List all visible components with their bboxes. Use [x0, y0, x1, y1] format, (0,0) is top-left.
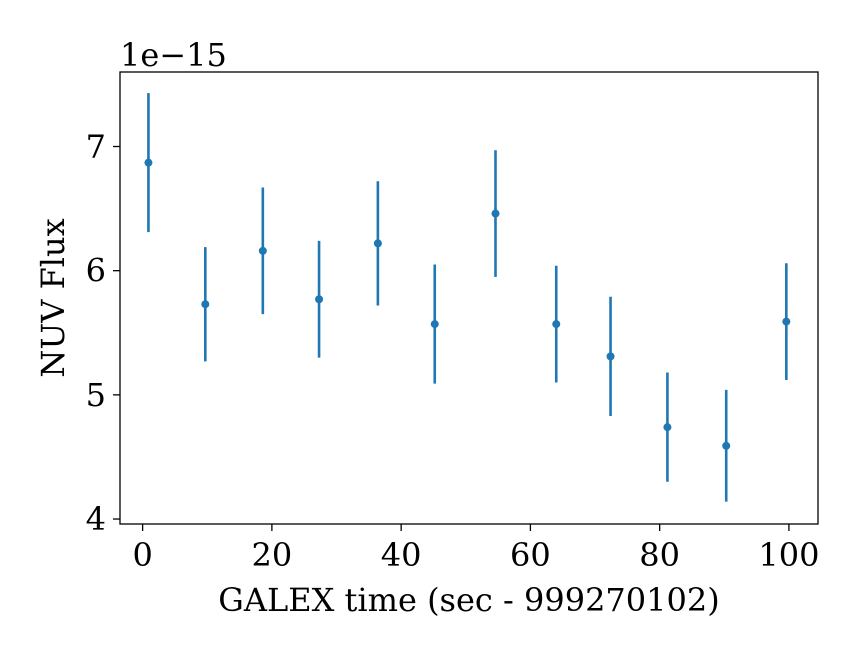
x-tick-label: 60 — [510, 536, 551, 574]
data-point-6 — [430, 264, 439, 384]
x-tick-label: 100 — [758, 536, 819, 574]
data-point-7 — [491, 150, 500, 277]
data-point-3 — [258, 187, 267, 315]
y-axis: 4 5 6 7 — [86, 128, 120, 538]
point-marker — [606, 352, 615, 361]
point-marker — [782, 317, 791, 326]
point-marker — [491, 209, 500, 218]
point-marker — [373, 239, 382, 248]
x-axis: 0 20 40 60 80 100 — [132, 524, 819, 574]
y-tick-label: 5 — [86, 376, 106, 414]
data-point-11 — [722, 389, 731, 502]
x-axis-title: GALEX time (sec - 999270102) — [218, 581, 719, 619]
x-tick-label: 0 — [132, 536, 152, 574]
x-tick-label: 20 — [252, 536, 293, 574]
x-tick-label: 40 — [381, 536, 422, 574]
y-offset-label: 1e−15 — [120, 36, 227, 74]
point-marker — [201, 300, 210, 309]
y-tick-label: 7 — [86, 128, 106, 166]
data-point-4 — [315, 240, 324, 358]
point-marker — [430, 320, 439, 329]
data-point-9 — [606, 296, 615, 416]
point-marker — [552, 320, 561, 329]
point-marker — [315, 295, 324, 304]
point-marker — [258, 246, 267, 255]
data-marks — [144, 93, 791, 502]
y-tick-label: 4 — [86, 500, 106, 538]
point-marker — [144, 158, 153, 167]
y-axis-title: NUV Flux — [34, 218, 72, 377]
data-point-5 — [373, 181, 382, 306]
point-marker — [663, 423, 672, 432]
data-point-2 — [201, 247, 210, 362]
data-point-8 — [552, 265, 561, 383]
data-point-12 — [782, 263, 791, 380]
plot-area-frame — [119, 71, 819, 525]
data-point-1 — [144, 93, 153, 233]
x-tick-label: 80 — [639, 536, 680, 574]
y-tick-label: 6 — [86, 252, 106, 290]
point-marker — [722, 441, 731, 450]
data-point-10 — [663, 372, 672, 482]
